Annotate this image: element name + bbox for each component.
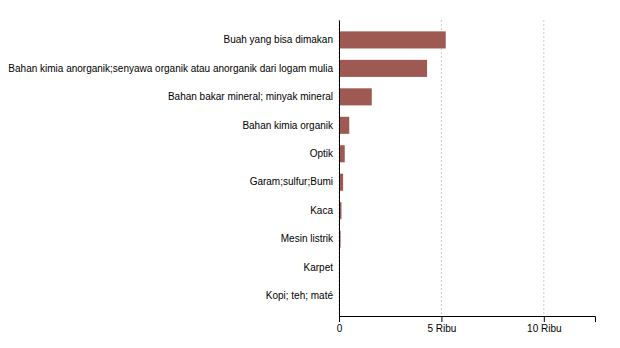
y-tick: Karpet (304, 262, 339, 273)
y-tick: Garam;sulfur;Bumi (250, 176, 339, 187)
bar (339, 117, 349, 134)
y-tick: Optik (310, 148, 339, 159)
y-tick-label: Mesin listrik (281, 233, 334, 244)
y-tick-label: Kaca (310, 205, 333, 216)
y-tick: Bahan bakar mineral; minyak mineral (168, 91, 339, 102)
y-tick-label: Buah yang bisa dimakan (223, 34, 333, 45)
y-tick: Buah yang bisa dimakan (223, 34, 339, 45)
y-tick-label: Bahan kimia organik (242, 120, 334, 131)
grid-line (441, 20, 442, 316)
bar (339, 60, 427, 77)
y-tick: Kopi; teh; maté (266, 290, 339, 301)
plot: 0 5 Ribu 10 Ribu Kopi; teh; maté Karpet Mesin… (8, 20, 595, 334)
y-tick-label: Garam;sulfur;Bumi (250, 176, 333, 187)
x-tick-mark (544, 316, 545, 322)
bars (339, 31, 446, 304)
x-tick: 0 (337, 316, 343, 334)
x-tick: 5 Ribu (427, 316, 456, 334)
grid (339, 20, 544, 316)
x-tick-label: 10 Ribu (527, 323, 561, 334)
y-tick-label: Bahan kimia anorganik;senyawa organik at… (8, 63, 333, 74)
x-axis: 0 5 Ribu 10 Ribu (337, 316, 596, 334)
x-tick-mark (339, 316, 340, 322)
y-tick-label: Karpet (304, 262, 334, 273)
grid-line (339, 20, 340, 316)
y-tick: Mesin listrik (281, 233, 339, 244)
y-axis: Kopi; teh; maté Karpet Mesin listrik Kaca Ga… (8, 21, 339, 317)
bar (339, 31, 446, 48)
grid-line (543, 20, 544, 316)
y-tick-label: Bahan bakar mineral; minyak mineral (168, 91, 333, 102)
y-axis-line (339, 21, 340, 317)
y-tick-label: Optik (310, 148, 334, 159)
y-tick: Bahan kimia anorganik;senyawa organik at… (8, 63, 339, 74)
x-axis-line (340, 317, 596, 323)
x-tick-label: 5 Ribu (427, 323, 456, 334)
y-tick: Bahan kimia organik (242, 120, 339, 131)
x-tick-mark (441, 316, 442, 322)
x-tick-label: 0 (337, 323, 343, 334)
chart: 0 5 Ribu 10 Ribu Kopi; teh; maté Karpet Mesin… (0, 0, 620, 348)
y-tick: Kaca (310, 205, 339, 216)
bar (339, 88, 372, 105)
y-tick-label: Kopi; teh; maté (266, 290, 334, 301)
x-tick: 10 Ribu (527, 316, 561, 334)
